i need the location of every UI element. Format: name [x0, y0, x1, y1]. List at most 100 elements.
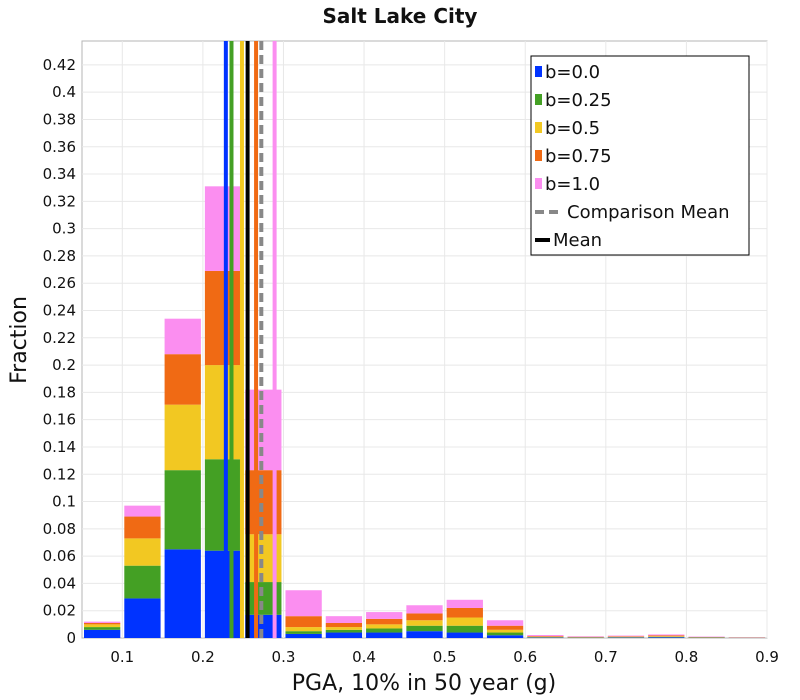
bar-segment [446, 632, 483, 638]
bar-segment [204, 459, 242, 551]
bar-segment [124, 516, 161, 539]
y-tick-label: 0.2 [52, 356, 76, 374]
bar-segment [124, 538, 161, 566]
bar-segment [446, 617, 483, 626]
bar-segment [406, 620, 443, 626]
x-tick-label: 0.8 [674, 648, 698, 666]
bar-segment [446, 607, 483, 618]
bar-segment [366, 624, 403, 629]
bar-segment [366, 628, 403, 633]
legend-label: Comparison Mean [567, 202, 730, 223]
legend-swatch [535, 94, 542, 105]
bar-segment [204, 186, 242, 271]
bar-segment [648, 636, 685, 637]
y-tick-label: 0.36 [43, 138, 76, 156]
y-tick-label: 0.24 [43, 302, 76, 320]
bar-segment [648, 637, 685, 638]
y-tick-label: 0.4 [52, 83, 76, 101]
bar-segment [84, 629, 121, 638]
bar-segment [285, 633, 322, 638]
bar-segment [406, 625, 443, 632]
bar-segment [285, 616, 322, 628]
bar-segment [446, 599, 483, 608]
bar-segment [84, 624, 121, 628]
bar-segment [325, 622, 363, 628]
bar-segment [285, 631, 322, 634]
y-tick-label: 0.08 [43, 520, 76, 538]
x-axis-ticks: 0.1 0.2 0.3 0.4 0.5 0.6 0.7 0.8 0.9 [110, 648, 779, 666]
bar-segment [366, 618, 403, 625]
y-tick-label: 0.22 [43, 329, 76, 347]
y-tick-label: 0.1 [52, 493, 76, 511]
y-tick-label: 0.34 [43, 165, 76, 183]
legend-label: b=0.5 [545, 118, 600, 139]
bar-segment [406, 605, 443, 614]
y-tick-label: 0.38 [43, 110, 76, 128]
legend-swatch [535, 122, 542, 133]
bar-segment [124, 598, 161, 638]
x-tick-label: 0.4 [352, 648, 376, 666]
bar-segment [124, 565, 161, 599]
x-axis-title: PGA, 10% in 50 year (g) [292, 671, 556, 696]
bar-segment [124, 505, 161, 517]
legend-box [530, 55, 750, 256]
y-tick-label: 0.18 [43, 383, 76, 401]
legend-label: b=0.75 [545, 146, 612, 167]
bar-segment [84, 622, 121, 625]
bar-segment [648, 634, 685, 636]
bar-segment [567, 636, 604, 637]
legend-label: b=0.25 [545, 90, 612, 111]
y-tick-label: 0.02 [43, 602, 76, 620]
bar-segment [204, 270, 242, 366]
bar-segment [527, 636, 564, 637]
bar-segment [486, 635, 524, 638]
legend-swatch [535, 178, 542, 189]
bar-segment [84, 621, 121, 623]
y-axis-title: Fraction [7, 296, 32, 384]
legend-swatch [535, 66, 542, 77]
bar-segment [285, 627, 322, 632]
bar-segment [325, 616, 363, 623]
x-tick-label: 0.3 [272, 648, 296, 666]
legend-label: b=0.0 [545, 62, 600, 83]
bar-segment [406, 613, 443, 621]
bar-segment [325, 632, 363, 638]
y-tick-label: 0.26 [43, 274, 76, 292]
bar-segment [325, 627, 363, 630]
x-tick-label: 0.9 [755, 648, 779, 666]
bar-segment [648, 635, 685, 637]
bar-segment [406, 631, 443, 638]
y-tick-label: 0.28 [43, 247, 76, 265]
x-tick-label: 0.6 [513, 648, 537, 666]
y-tick-label: 0.3 [52, 220, 76, 238]
x-tick-label: 0.7 [594, 648, 618, 666]
y-tick-label: 0.04 [43, 574, 76, 592]
y-axis-ticks: 0 0.02 0.04 0.06 0.08 0.1 0.12 0.14 0.16 0.18 0.2 0… [43, 56, 76, 647]
chart-title: Salt Lake City [323, 4, 478, 28]
y-tick-label: 0.16 [43, 411, 76, 429]
x-tick-label: 0.2 [191, 648, 215, 666]
bar-segment [486, 632, 524, 636]
bar-segment [325, 629, 363, 633]
legend-items: b=0.0 b=0.25 b=0.5 b=0.75 b=1.0 Comparison Me… [535, 62, 730, 251]
bar-segment [527, 634, 564, 637]
bar-segment [648, 636, 685, 638]
y-tick-label: 0.42 [43, 56, 76, 74]
bar-segment [607, 636, 645, 637]
legend-label: b=1.0 [545, 174, 600, 195]
bar-segment [446, 625, 483, 633]
bar-segment [164, 470, 201, 550]
bar-segment [366, 612, 403, 619]
bar-segment [164, 318, 201, 355]
bar-segment [486, 625, 524, 630]
bar-segment [285, 590, 322, 617]
y-tick-label: 0.12 [43, 465, 76, 483]
legend: b=0.0 b=0.25 b=0.5 b=0.75 b=1.0 Comparison Me… [530, 55, 750, 256]
bar-stacks [84, 186, 765, 638]
y-tick-label: 0.06 [43, 547, 76, 565]
bar-segment [164, 404, 201, 471]
bar-segment [84, 627, 121, 630]
x-tick-label: 0.5 [433, 648, 457, 666]
mean-lines [223, 41, 277, 638]
legend-label: Mean [553, 230, 602, 251]
